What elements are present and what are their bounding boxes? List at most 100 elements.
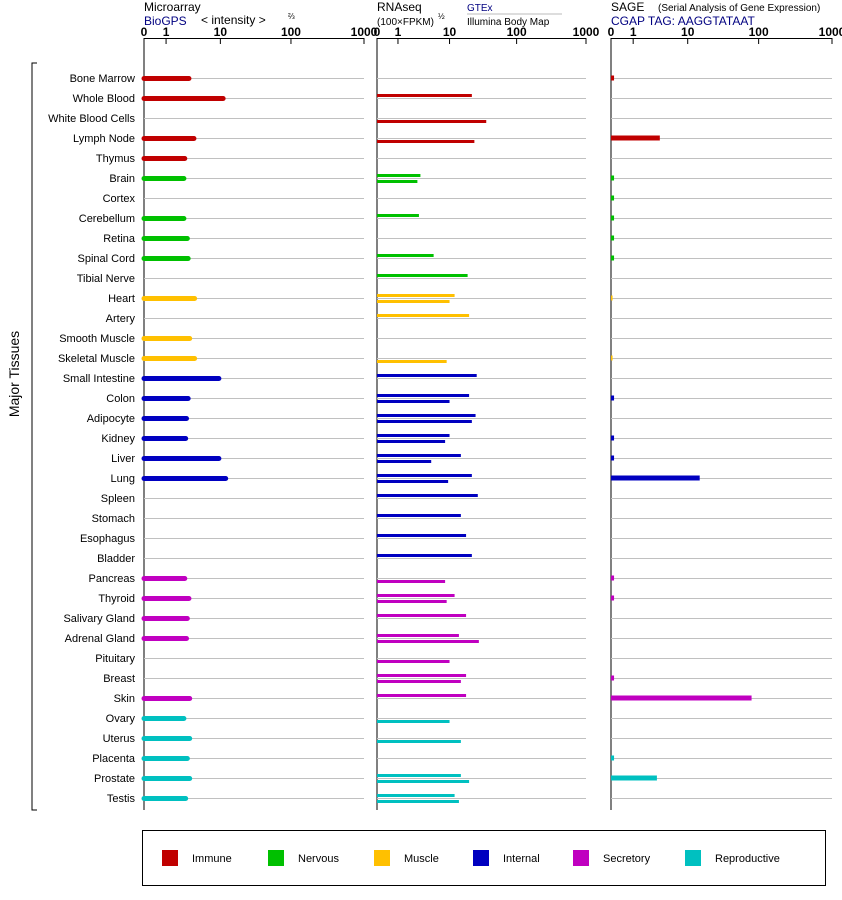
sage-subtitle: CGAP TAG: AAGGTATAAT [611,14,755,28]
rnaseq-ibm-bar [377,640,479,643]
tissue-label: Stomach [92,513,135,525]
microarray-title: Microarray [144,0,201,14]
rnaseq-gtex-bar [377,674,467,677]
tissue-label: Uterus [103,733,136,745]
tissue-label: Placenta [92,753,136,765]
tissue-label: Adipocyte [87,413,135,425]
microarray-tick-label: 0 [141,25,148,39]
rnaseq-ibm-bar [377,120,487,123]
rnaseq-tick-label: 1000 [573,25,600,39]
legend-swatch [268,850,284,866]
rnaseq-gtex-bar [377,174,421,177]
tissue-label: Esophagus [80,533,136,545]
tissue-label: Kidney [101,433,135,445]
rnaseq-gtex-bar [377,254,434,257]
rnaseq-gtex-bar [377,554,472,557]
sage-bar [611,475,700,481]
sage-bar [611,195,615,201]
sage-tick-label: 1 [630,25,637,39]
tissue-label: Bladder [97,553,135,565]
sage-bar [611,755,615,761]
sage-bar [611,235,615,241]
sage-tick-label: 100 [749,25,769,39]
rnaseq-unit: (100×FPKM) [377,17,434,28]
tissue-label: Prostate [94,773,135,785]
rnaseq-gtex-bar [377,514,461,517]
tissue-label: Whole Blood [73,93,135,105]
rnaseq-ibm-bar [377,440,446,443]
sage-bar [611,595,615,601]
rnaseq-tick-label: 0 [374,25,381,39]
legend-label: Internal [503,853,540,865]
tissue-label: Breast [103,673,135,685]
sage-bar [611,675,615,681]
rnaseq-gtex-bar [377,94,472,97]
rnaseq-gtex-bar [377,774,461,777]
sage-bar [611,575,615,581]
rnaseq-gtex-bar [377,294,455,297]
tissue-label: Thymus [96,153,136,165]
rnaseq-gtex-bar [377,274,468,277]
rnaseq-ibm-bar [377,420,472,423]
tissue-label: Retina [103,233,136,245]
rnaseq-gtex-bar [377,414,476,417]
rnaseq-gtex-bar [377,494,478,497]
sage-bar [611,355,613,361]
rnaseq-ibm-bar [377,480,449,483]
tissue-label: Cerebellum [79,213,135,225]
legend-swatch [573,850,589,866]
rnaseq-gtex-bar [377,374,477,377]
group-label: Major Tissues [6,331,22,417]
microarray-unit-exponent: ⅔ [288,12,295,21]
legend-label: Secretory [603,853,651,865]
rnaseq-ibm-bar [377,400,450,403]
tissue-label: Liver [111,453,135,465]
tissue-label: Artery [106,313,136,325]
tissue-label: Salivary Gland [63,613,135,625]
sage-bar [611,175,615,181]
legend-swatch [162,850,178,866]
tissue-label: White Blood Cells [48,113,135,125]
rnaseq-gtex-bar [377,614,467,617]
tissue-label: Tibial Nerve [77,273,135,285]
rnaseq-ibm-bar [377,680,461,683]
tissue-label: Adrenal Gland [65,633,135,645]
group-bracket [31,62,37,811]
sage-bar [611,255,615,261]
rnaseq-ibm-bar [377,740,461,743]
rnaseq-ibm-bar [377,180,418,183]
tissue-label: Small Intestine [63,373,135,385]
sage-title-note: (Serial Analysis of Gene Expression) [658,3,820,14]
rnaseq-gtex-bar [377,314,470,317]
tissue-label: Bone Marrow [70,73,135,85]
tissue-label: Lung [111,473,135,485]
tissue-label: Skin [114,693,135,705]
rnaseq-ibm-bar [377,140,475,143]
microarray-unit: < intensity > [201,13,266,27]
rnaseq-ibm-bar [377,660,450,663]
rnaseq-tick-label: 100 [507,25,527,39]
rnaseq-gtex-bar [377,474,472,477]
rnaseq-source-gtex: GTEx [467,3,493,14]
sage-bar [611,295,613,301]
sage-title: SAGE [611,0,644,14]
microarray-tick-label: 10 [214,25,228,39]
tissue-label: Pancreas [89,573,136,585]
tissue-label: Smooth Muscle [59,333,135,345]
rnaseq-gtex-bar [377,694,467,697]
sage-bar [611,215,615,221]
rnaseq-unit-exponent: ½ [438,12,445,21]
rnaseq-ibm-bar [377,360,447,363]
tissue-label: Pituitary [95,653,135,665]
rnaseq-gtex-bar [377,534,467,537]
rnaseq-gtex-bar [377,214,419,217]
rnaseq-ibm-bar [377,600,447,603]
rnaseq-ibm-bar [377,300,450,303]
rnaseq-ibm-bar [377,720,450,723]
sage-bar [611,775,657,781]
sage-bar [611,435,615,441]
rnaseq-tick-label: 1 [395,25,402,39]
tissue-label: Spinal Cord [78,253,135,265]
tissue-label: Colon [106,393,135,405]
